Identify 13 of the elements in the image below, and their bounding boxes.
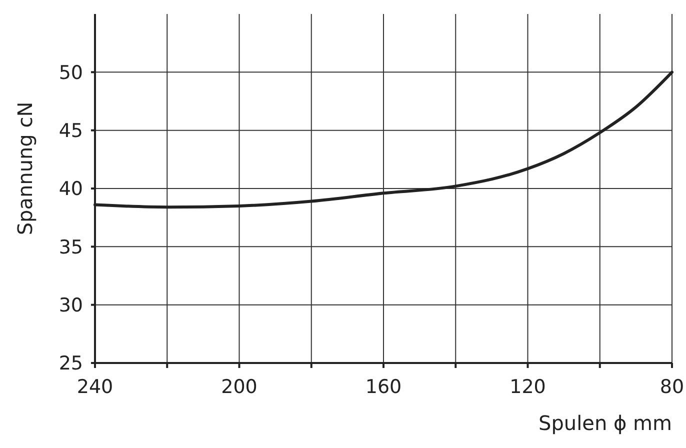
y-axis-title: Spannung cN <box>13 102 37 236</box>
y-tick-label: 30 <box>58 294 83 316</box>
y-tick-label: 35 <box>58 236 83 258</box>
y-tick-label: 25 <box>58 352 83 375</box>
x-tick-label: 240 <box>76 376 114 398</box>
x-tick-label: 200 <box>221 376 258 398</box>
x-tick-label: 160 <box>365 376 402 398</box>
y-tick-label: 50 <box>58 62 83 84</box>
x-tick-label: 80 <box>660 376 684 398</box>
x-axis-title: Spulen ϕ mm <box>538 411 672 435</box>
x-tick-label: 120 <box>510 376 546 398</box>
y-tick-label: 45 <box>58 120 83 142</box>
y-tick-label: 40 <box>58 178 83 200</box>
